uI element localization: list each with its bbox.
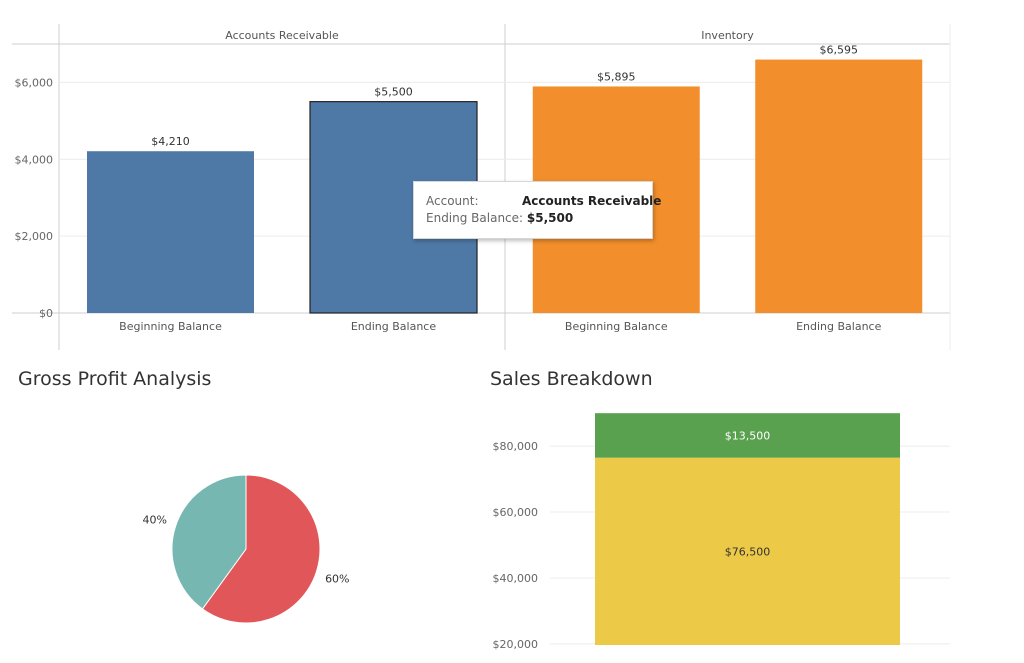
bar: [87, 151, 254, 313]
tooltip-balance-key: Ending Balance:: [426, 211, 524, 225]
y-tick-label: $4,000: [15, 153, 54, 166]
panel-header: Inventory: [701, 29, 754, 42]
x-tick-label: Ending Balance: [796, 320, 882, 333]
tooltip: Account: Accounts Receivable Ending Balan…: [413, 181, 661, 239]
tooltip-account-key: Account:: [426, 194, 479, 208]
segment-value-label: $76,500: [725, 545, 771, 558]
bar-value-label: $5,500: [374, 86, 413, 99]
gross-profit-title: Gross Profit Analysis: [18, 368, 212, 390]
bar-value-label: $5,895: [597, 70, 636, 83]
gross-profit-pie-chart: 60% 40%: [142, 474, 350, 624]
y-tick-label: $80,000: [493, 440, 539, 453]
y-tick-label: $20,000: [493, 638, 539, 651]
pie-slice: [201, 474, 321, 624]
y-tick-label: $60,000: [493, 506, 539, 519]
stacked-bar-segment: [595, 457, 900, 645]
y-tick-label: $40,000: [493, 572, 539, 585]
stacked-bar-segment: [595, 413, 900, 458]
bar-value-label: $4,210: [151, 135, 190, 148]
bar-value-label: $6,595: [820, 44, 859, 57]
x-tick-label: Beginning Balance: [119, 320, 222, 333]
x-tick-label: Beginning Balance: [565, 320, 668, 333]
x-tick-label: Ending Balance: [351, 320, 437, 333]
pie-slice-label: 40%: [142, 513, 166, 526]
sales-breakdown-title: Sales Breakdown: [490, 368, 653, 390]
tooltip-account-value: Accounts Receivable: [522, 194, 662, 208]
pie-slice-label: 60%: [325, 573, 349, 586]
tooltip-balance-value: $5,500: [526, 211, 574, 225]
tooltip-account-row: Account: Accounts Receivable: [426, 194, 661, 211]
segment-value-label: $13,500: [725, 429, 771, 442]
y-tick-label: $0: [39, 307, 53, 320]
tooltip-balance-row: Ending Balance: $5,500: [426, 211, 652, 228]
bar: [755, 59, 923, 314]
y-tick-label: $2,000: [15, 230, 54, 243]
balance-chart: $0 $2,000 $4,000 $6,000 Accounts Receivable…: [12, 24, 951, 350]
panel-header: Accounts Receivable: [225, 29, 339, 42]
sales-breakdown-chart: $20,000 $40,000 $60,000 $80,000 $76,500 $13,…: [493, 413, 950, 651]
y-tick-label: $6,000: [15, 76, 54, 89]
pie-slice: [171, 474, 247, 610]
